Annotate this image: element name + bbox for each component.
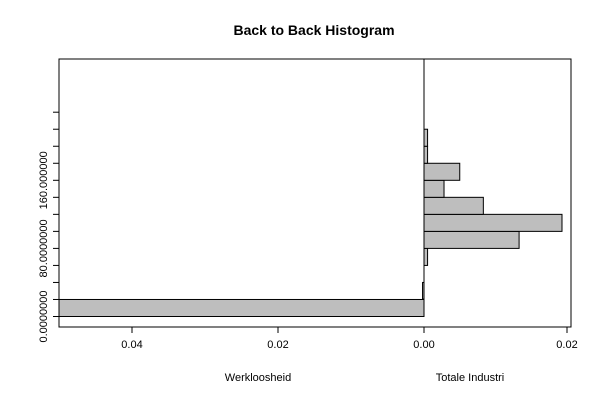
- left-histogram-bars: [58, 281, 425, 318]
- right-bar: [423, 230, 520, 249]
- x-tick-label: 0.00: [413, 339, 434, 351]
- right-histogram-bars: [423, 128, 563, 266]
- x-tick-label: 0.02: [556, 339, 577, 351]
- chart-title: Back to Back Histogram: [233, 22, 394, 38]
- left-x-axis-label: Werkloosheid: [225, 372, 291, 384]
- right-bar: [423, 145, 429, 164]
- right-bar: [423, 128, 429, 147]
- y-tick-label: 160.000000: [38, 151, 50, 209]
- x-axis: 0.04 0.02 0.00 0.02: [121, 327, 578, 351]
- x-tick-label: 0.02: [267, 339, 288, 351]
- y-tick-label: 80.0000000: [38, 219, 50, 277]
- right-bar: [423, 179, 445, 198]
- y-tick-label: 0.0000000: [38, 291, 50, 343]
- left-bar: [58, 298, 425, 318]
- right-x-axis-label: Totale Industri: [436, 372, 504, 384]
- y-axis: 0.0000000 80.0000000 160.000000: [38, 111, 59, 343]
- x-tick-label: 0.04: [121, 339, 142, 351]
- right-bar: [423, 162, 461, 181]
- plot-frame: [58, 58, 572, 328]
- right-bar: [423, 196, 484, 215]
- right-bar: [423, 247, 429, 266]
- right-bar: [423, 213, 563, 232]
